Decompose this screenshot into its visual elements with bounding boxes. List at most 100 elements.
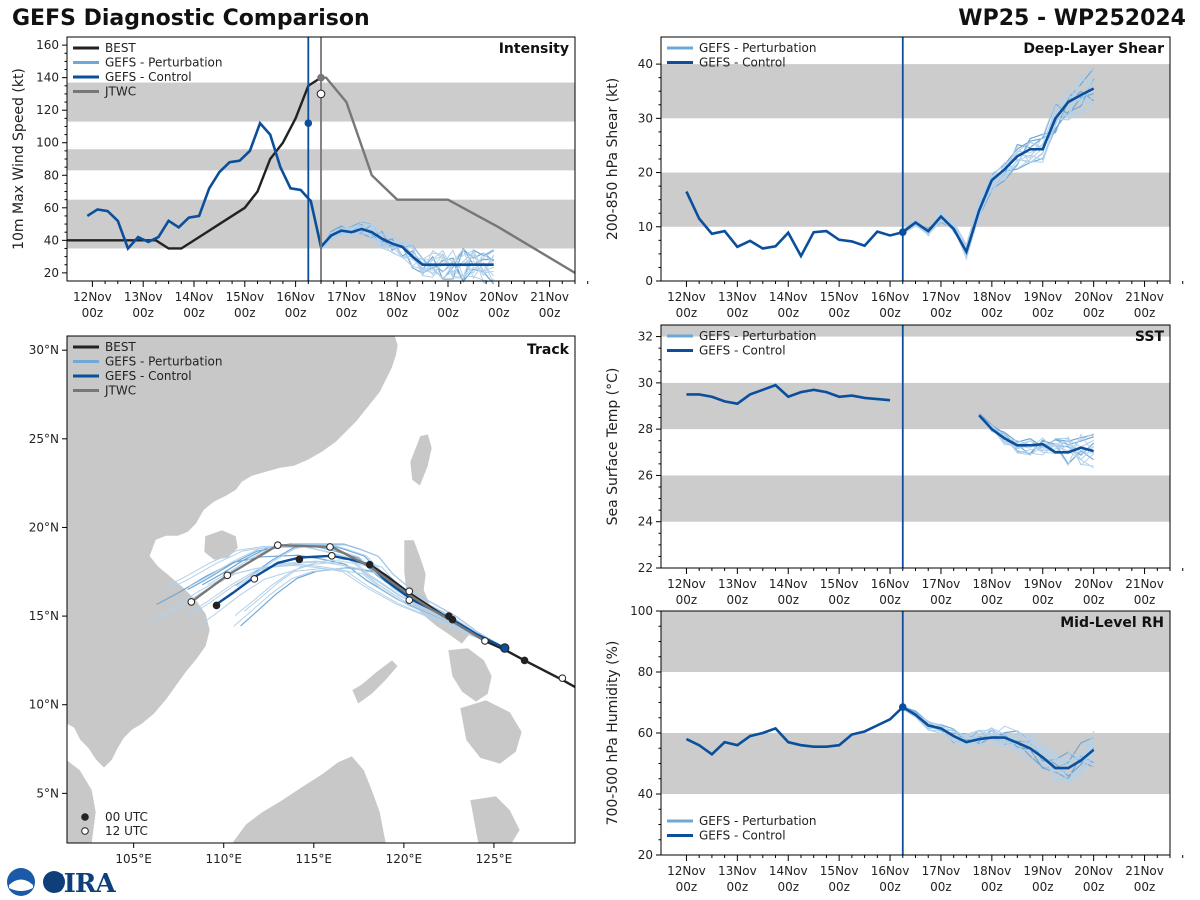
intensity-xtick-label: 14Nov <box>175 290 214 304</box>
intensity-xtick-label: 19Nov <box>429 290 468 304</box>
rh-ylabel: 700-500 hPa Humidity (%) <box>605 641 621 826</box>
intensity-perturbation-line <box>310 200 494 284</box>
intensity-best-line <box>67 76 322 250</box>
sst-perturbation-line <box>978 416 1094 453</box>
shear-xtick-label: 13Nov <box>718 290 757 304</box>
rh-xtick-label: 00z <box>727 880 749 894</box>
rh-xtick-label: 14Nov <box>769 864 808 878</box>
taiwan-shape <box>409 433 433 487</box>
track-perturbation-line <box>189 561 505 649</box>
track-position-marker <box>295 555 304 564</box>
sst-legend-label: GEFS - Perturbation <box>699 329 816 343</box>
track-ytick-label: 15°N <box>29 609 59 623</box>
intensity-xtick-label: 15Nov <box>225 290 264 304</box>
intensity-title: Intensity <box>499 41 569 57</box>
intensity-xtick-label: 00z <box>234 306 256 320</box>
sst-xtick-label: 16Nov <box>871 577 910 591</box>
track-position-marker <box>481 637 489 645</box>
sst-xtick-label: 00z <box>1134 593 1156 607</box>
shear-xtick-label: 00z <box>828 306 850 320</box>
rh-panel: 20 40 60 80 100 12Nov 00z 13Nov 00z 14Nov 00z 15Nov… <box>605 604 1184 894</box>
sst-gefs-control-line <box>978 414 1094 454</box>
rh-perturbation-line <box>902 706 1095 768</box>
track-xtick-label: 125°E <box>476 852 513 866</box>
mainland-china-shape <box>67 336 399 769</box>
shear-xtick-label: 14Nov <box>769 290 808 304</box>
intensity-ytick-label: 80 <box>44 168 59 182</box>
rh-xtick-label: 00z <box>981 880 1003 894</box>
track-legend-label: GEFS - Control <box>105 369 192 383</box>
track-ytick-label: 30°N <box>29 343 59 357</box>
rh-perturbation-line <box>902 708 1094 762</box>
rh-band <box>661 733 1170 794</box>
intensity-marker <box>316 89 326 99</box>
intensity-legend-label: GEFS - Control <box>105 70 192 84</box>
sst-xtick-label: 21Nov <box>1125 577 1164 591</box>
track-panel: 105°E 110°E 115°E 120°E 125°E 5°N 10°N 15°N 20°N… <box>29 335 576 866</box>
rh-ytick-label: 100 <box>630 604 653 618</box>
track-position-marker <box>212 601 221 610</box>
sst-xtick-label: 00z <box>777 593 799 607</box>
shear-xtick-label: 20Nov <box>1074 290 1113 304</box>
shear-xtick-label: 21Nov <box>1125 290 1164 304</box>
storm-id-title: WP25 - WP252024 <box>958 6 1186 31</box>
track-position-marker <box>405 587 414 596</box>
sst-xtick-label: 14Nov <box>769 577 808 591</box>
sst-ytick-label: 26 <box>638 468 653 482</box>
rh-ytick-label: 80 <box>638 665 653 679</box>
shear-ytick-label: 20 <box>638 166 653 180</box>
shear-band <box>661 64 1170 119</box>
shear-title: Deep-Layer Shear <box>1023 41 1164 57</box>
shear-xtick-label: 00z <box>1032 306 1054 320</box>
track-time-legend-label: 12 UTC <box>105 824 148 838</box>
rh-gefs-control-line <box>685 705 1095 770</box>
intensity-xtick-label: 16Nov <box>276 290 315 304</box>
sst-ytick-label: 22 <box>638 561 653 575</box>
rh-perturbation-line <box>902 708 1095 781</box>
shear-xtick-label: 00z <box>1083 306 1105 320</box>
rh-xtick-label: 00z <box>930 880 952 894</box>
intensity-legend-label: JTWC <box>104 85 136 99</box>
sst-xtick-label: 15Nov <box>820 577 859 591</box>
rh-xtick-label: 17Nov <box>922 864 961 878</box>
shear-xtick-label: 00z <box>1134 306 1156 320</box>
track-position-marker <box>558 674 567 682</box>
shear-xtick-label: 00z <box>879 306 901 320</box>
page-title: GEFS Diagnostic Comparison <box>12 6 370 31</box>
track-xtick-label: 105°E <box>115 852 152 866</box>
track-lines <box>148 541 575 689</box>
track-legend-label: GEFS - Perturbation <box>105 355 222 369</box>
shear-xtick-label: 17Nov <box>922 290 961 304</box>
shear-xtick-label: 00z <box>777 306 799 320</box>
rh-xtick-label: 19Nov <box>1023 864 1062 878</box>
intensity-panel: 20 40 60 80 100 120 140 160 12Nov 00z 13Nov 00z 14No… <box>11 36 589 320</box>
shear-marker <box>898 228 907 236</box>
sst-xtick-label: 00z <box>879 593 901 607</box>
sst-ytick-label: 24 <box>638 515 653 529</box>
sst-xtick-label: 17Nov <box>922 577 961 591</box>
track-time-legend-marker <box>81 827 89 835</box>
shear-ytick-label: 40 <box>638 57 653 71</box>
track-ytick-label: 25°N <box>29 432 59 446</box>
sst-band <box>661 475 1170 522</box>
rh-band <box>661 611 1170 672</box>
sst-ytick-label: 28 <box>638 422 653 436</box>
rh-legend-label: GEFS - Control <box>699 829 786 843</box>
intensity-xtick-label: 00z <box>488 306 510 320</box>
intensity-xtick-label: 00z <box>336 306 358 320</box>
sst-gefs-control-line <box>686 383 891 406</box>
track-legend-label: JTWC <box>104 384 136 398</box>
track-title: Track <box>527 342 570 358</box>
track-legend-label: BEST <box>105 340 136 354</box>
intensity-xtick-label: 00z <box>82 306 104 320</box>
intensity-xtick-label: 17Nov <box>327 290 366 304</box>
intensity-xtick-label: 00z <box>386 306 408 320</box>
intensity-xtick-label: 00z <box>437 306 459 320</box>
hainan-shape <box>203 529 239 561</box>
track-position-marker <box>273 541 282 549</box>
shear-xtick-label: 16Nov <box>871 290 910 304</box>
shear-xtick-label: 00z <box>676 306 698 320</box>
shear-legend-label: GEFS - Perturbation <box>699 41 816 55</box>
intensity-xtick-label: 00z <box>285 306 307 320</box>
